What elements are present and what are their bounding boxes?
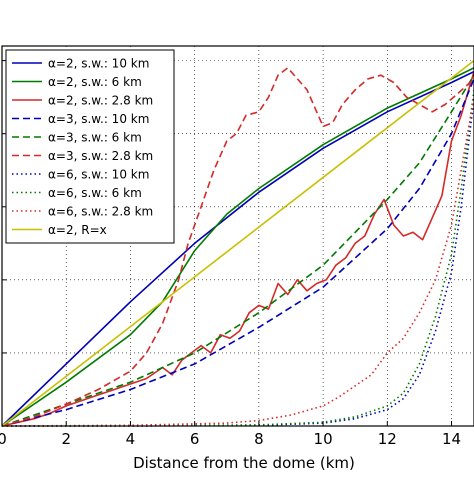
legend-label: α=6, s.w.: 10 km xyxy=(48,168,149,182)
legend: α=2, s.w.: 10 km α=2, s.w.: 6 km α=2, s.w.… xyxy=(5,49,175,244)
legend-label: α=3, s.w.: 10 km xyxy=(48,112,149,126)
x-tick-label: 6 xyxy=(190,430,200,448)
series-line-9 xyxy=(1,97,474,427)
legend-label: α=2, s.w.: 2.8 km xyxy=(48,94,153,108)
legend-label: α=3, s.w.: 2.8 km xyxy=(48,149,153,163)
series-line-1 xyxy=(1,70,474,427)
x-axis-label: Distance from the dome (km) xyxy=(133,454,355,472)
x-tick-label: 10 xyxy=(314,430,333,448)
x-tick-label: 8 xyxy=(254,430,264,448)
series-line-6 xyxy=(1,67,474,427)
series-line-4 xyxy=(1,78,474,427)
x-tick-label: 12 xyxy=(378,430,397,448)
series-line-3 xyxy=(1,71,474,427)
x-tick-label: 4 xyxy=(126,430,136,448)
series-layer xyxy=(1,59,474,427)
x-tick-label: 14 xyxy=(442,430,461,448)
plot-frame xyxy=(1,45,474,427)
x-tick-label: 0 xyxy=(0,430,7,448)
legend-label: α=6, s.w.: 2.8 km xyxy=(48,205,153,219)
series-line-8 xyxy=(2,89,474,427)
grid xyxy=(1,46,474,426)
legend-label: α=2, R=x xyxy=(48,223,107,237)
legend-label: α=6, s.w.: 6 km xyxy=(48,186,142,200)
legend-label: α=3, s.w.: 6 km xyxy=(48,131,142,145)
x-axis-ticks: 0 2 4 6 8 10 12 14 xyxy=(0,60,461,448)
series-line-10 xyxy=(1,59,474,427)
series-line-5 xyxy=(1,74,474,427)
legend-label: α=2, s.w.: 6 km xyxy=(48,75,142,89)
legend-label: α=2, s.w.: 10 km xyxy=(48,57,149,71)
x-tick-label: 2 xyxy=(61,430,71,448)
